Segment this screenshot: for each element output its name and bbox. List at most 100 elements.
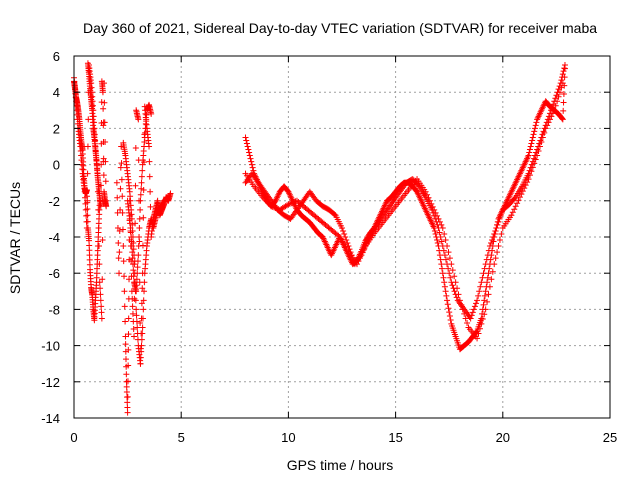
data-point (84, 212, 91, 219)
data-point (449, 282, 456, 289)
data-point (522, 182, 529, 189)
data-point (133, 318, 140, 325)
data-point (488, 240, 495, 247)
data-point (508, 212, 515, 219)
x-axis-label: GPS time / hours (287, 457, 394, 473)
data-point (491, 230, 498, 237)
data-point (121, 303, 128, 310)
x-axis: 0 5 10 15 20 25 (70, 56, 617, 445)
data-point (429, 203, 436, 210)
data-point (521, 185, 528, 192)
y-tick-label: -8 (48, 302, 60, 317)
data-point (438, 221, 445, 228)
data-point (246, 152, 253, 159)
y-tick-label: 2 (53, 121, 60, 136)
data-point (165, 194, 172, 201)
data-point (482, 306, 489, 313)
data-point (272, 205, 279, 212)
data-point (129, 303, 136, 310)
data-point (146, 158, 153, 165)
data-point (101, 99, 108, 106)
data-point (481, 297, 488, 304)
data-point (97, 297, 104, 304)
data-point (103, 203, 110, 210)
series-5 (124, 101, 155, 295)
data-point (475, 330, 482, 337)
data-point (446, 309, 453, 316)
data-point (528, 161, 535, 168)
data-point (533, 119, 540, 126)
data-point (138, 342, 145, 349)
data-point (485, 291, 492, 298)
data-point (478, 315, 485, 322)
data-point (478, 279, 485, 286)
data-point (124, 399, 131, 406)
data-point (528, 168, 535, 175)
data-point (137, 319, 144, 326)
data-point (485, 270, 492, 277)
data-point (424, 191, 431, 198)
data-point (437, 256, 444, 263)
data-point (84, 143, 91, 150)
data-point (462, 315, 469, 322)
data-point (123, 378, 130, 385)
data-point (474, 335, 481, 342)
data-point (560, 99, 567, 106)
y-tick-label: -6 (48, 266, 60, 281)
data-point (538, 138, 545, 145)
data-point (117, 206, 124, 213)
y-tick-label: 0 (53, 158, 60, 173)
data-point (130, 326, 137, 333)
data-point (445, 305, 452, 312)
data-point (482, 288, 489, 295)
data-point (431, 227, 438, 234)
data-point (530, 131, 537, 138)
data-point (292, 198, 299, 205)
data-point (525, 176, 532, 183)
data-point (432, 209, 439, 216)
data-point (136, 224, 143, 231)
data-point (147, 188, 154, 195)
data-point (511, 195, 518, 202)
data-point (439, 265, 446, 272)
data-point (456, 297, 463, 304)
data-point (496, 215, 503, 222)
data-point (468, 312, 475, 319)
data-point (484, 274, 491, 281)
data-point (428, 200, 435, 207)
data-point (98, 315, 105, 322)
data-point (439, 270, 446, 277)
data-point (113, 179, 120, 186)
x-tick-label: 25 (603, 430, 617, 445)
data-point (114, 194, 121, 201)
data-point (137, 354, 144, 361)
data-point (242, 134, 249, 141)
data-point (527, 143, 534, 150)
data-point (344, 240, 351, 247)
data-point (122, 341, 129, 348)
data-point (552, 102, 559, 109)
data-point (139, 242, 146, 249)
data-point (532, 156, 539, 163)
data-point (454, 285, 461, 292)
data-point (447, 316, 454, 323)
data-point (478, 320, 485, 327)
data-point (496, 237, 503, 244)
data-point (435, 215, 442, 222)
data-point (139, 330, 146, 337)
data-point (359, 249, 366, 256)
data-point (141, 279, 148, 286)
data-point (121, 273, 128, 280)
data-point (83, 212, 90, 219)
data-point (488, 276, 495, 283)
data-point (425, 194, 432, 201)
data-point (484, 298, 491, 305)
data-point (511, 206, 518, 213)
series-2 (84, 60, 110, 210)
x-tick-label: 0 (70, 430, 77, 445)
data-point (432, 230, 439, 237)
data-point (481, 265, 488, 272)
data-point (361, 246, 368, 253)
data-point (128, 243, 135, 250)
data-point (244, 143, 251, 150)
